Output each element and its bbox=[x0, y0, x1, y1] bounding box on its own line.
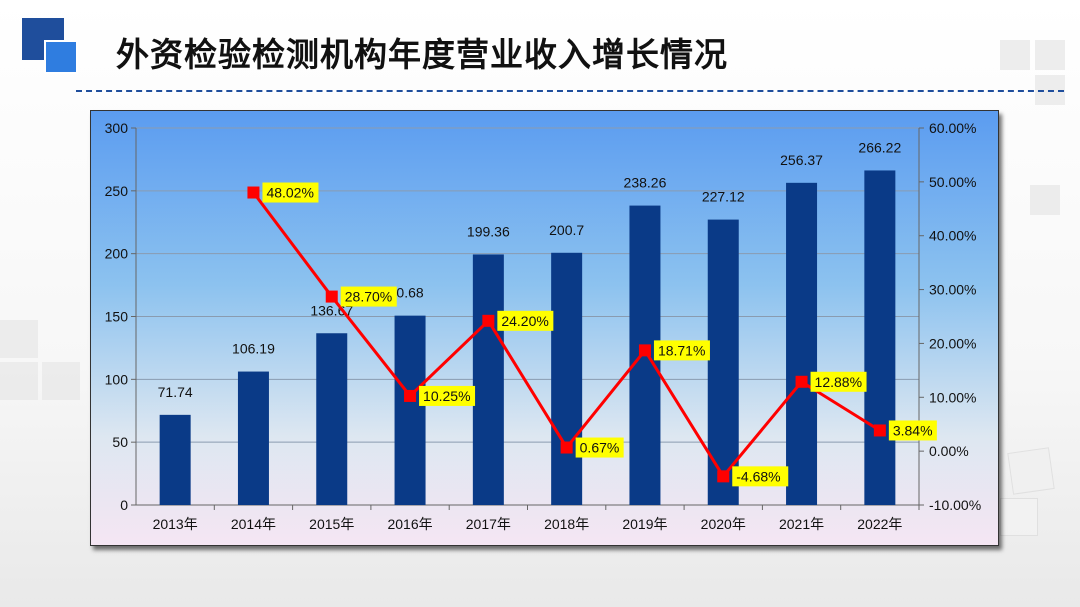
page-title: 外资检验检测机构年度营业收入增长情况 bbox=[116, 35, 728, 74]
title-divider bbox=[76, 90, 1064, 92]
bg-tile bbox=[1030, 185, 1060, 215]
growth-marker bbox=[404, 389, 417, 402]
bar bbox=[159, 414, 191, 505]
logo-square-light bbox=[44, 40, 78, 74]
x-tick-label: 2017年 bbox=[466, 516, 511, 532]
y-right-tick-label: 50.00% bbox=[929, 174, 976, 190]
growth-data-label: 18.71% bbox=[658, 342, 705, 358]
bar bbox=[786, 182, 818, 505]
y-left-tick-label: 100 bbox=[105, 371, 129, 387]
bar-data-label: 106.19 bbox=[232, 341, 275, 357]
y-left-tick-label: 250 bbox=[105, 183, 129, 199]
bar-data-label: 238.26 bbox=[624, 175, 667, 191]
y-left-tick-label: 150 bbox=[105, 309, 129, 325]
revenue-growth-chart: 0 50 100 150 200 250 300 -10.00% 0.00% 10.00% 20.0… bbox=[105, 120, 982, 532]
growth-data-label: 0.67% bbox=[580, 440, 620, 456]
y-right-tick-label: 10.00% bbox=[929, 389, 976, 405]
y-right-tick-label: 60.00% bbox=[929, 120, 976, 136]
y-right-tick-label: 30.00% bbox=[929, 282, 976, 298]
bar bbox=[864, 170, 896, 505]
growth-data-label: 48.02% bbox=[266, 185, 313, 201]
growth-label-bg bbox=[888, 420, 937, 441]
y-right-tick-label: 40.00% bbox=[929, 228, 976, 244]
bar bbox=[472, 254, 504, 505]
bg-tile bbox=[0, 320, 38, 358]
y-left-tick-label: 50 bbox=[112, 434, 128, 450]
growth-marker bbox=[873, 424, 886, 437]
growth-marker bbox=[560, 441, 573, 454]
bar bbox=[316, 333, 348, 505]
bar bbox=[551, 252, 583, 505]
y-left-tick-label: 0 bbox=[120, 497, 128, 513]
x-tick-label: 2022年 bbox=[857, 516, 902, 532]
bar-data-label: 71.74 bbox=[158, 384, 193, 400]
y-right-tick-label: 0.00% bbox=[929, 443, 969, 459]
y-left-tick-label: 300 bbox=[105, 120, 129, 136]
x-tick-label: 2021年 bbox=[779, 516, 824, 532]
growth-data-label: 12.88% bbox=[815, 374, 862, 390]
growth-label-bg bbox=[340, 286, 397, 307]
bar bbox=[394, 315, 426, 505]
bg-tile bbox=[42, 362, 80, 400]
x-tick-label: 2016年 bbox=[387, 516, 432, 532]
bg-tile bbox=[1000, 40, 1030, 70]
growth-marker bbox=[325, 290, 338, 303]
y-left-tick-label: 200 bbox=[105, 246, 129, 262]
growth-marker bbox=[482, 314, 495, 327]
bg-tile bbox=[0, 362, 38, 400]
x-tick-label: 2013年 bbox=[153, 516, 198, 532]
x-tick-label: 2015年 bbox=[309, 516, 354, 532]
growth-label-bg bbox=[653, 340, 710, 361]
y-right-tick-label: -10.00% bbox=[929, 497, 981, 513]
y-right-tick-label: 20.00% bbox=[929, 335, 976, 351]
bar-data-label: 0.68 bbox=[396, 285, 423, 301]
bg-tile bbox=[1000, 498, 1038, 536]
bar-data-label: 266.22 bbox=[858, 139, 901, 155]
growth-label-bg bbox=[419, 385, 476, 406]
x-tick-label: 2019年 bbox=[622, 516, 667, 532]
growth-marker bbox=[717, 470, 730, 483]
growth-data-label: 24.20% bbox=[501, 313, 548, 329]
growth-label-bg bbox=[497, 310, 554, 331]
growth-data-label: 3.84% bbox=[893, 422, 933, 438]
growth-label-bg bbox=[732, 466, 789, 487]
bg-tile bbox=[1035, 40, 1065, 70]
growth-data-label: 10.25% bbox=[423, 388, 470, 404]
growth-marker bbox=[795, 375, 808, 388]
growth-label-bg bbox=[575, 437, 624, 458]
growth-data-label: -4.68% bbox=[736, 468, 780, 484]
x-tick-label: 2014年 bbox=[231, 516, 276, 532]
bar-data-label: 227.12 bbox=[702, 189, 745, 205]
bar bbox=[237, 371, 269, 505]
bar-data-label: 199.36 bbox=[467, 223, 510, 239]
chart-frame: 0 50 100 150 200 250 300 -10.00% 0.00% 10.00% 20.0… bbox=[90, 110, 999, 546]
bar-data-label: 256.37 bbox=[780, 152, 823, 168]
x-tick-label: 2018年 bbox=[544, 516, 589, 532]
bar-data-label: 200.7 bbox=[549, 222, 584, 238]
growth-marker bbox=[638, 344, 651, 357]
bg-tile bbox=[1007, 447, 1055, 495]
growth-label-bg bbox=[810, 371, 867, 392]
growth-label-bg bbox=[262, 182, 319, 203]
x-tick-label: 2020年 bbox=[701, 516, 746, 532]
growth-marker bbox=[247, 186, 260, 199]
growth-data-label: 28.70% bbox=[345, 289, 392, 305]
